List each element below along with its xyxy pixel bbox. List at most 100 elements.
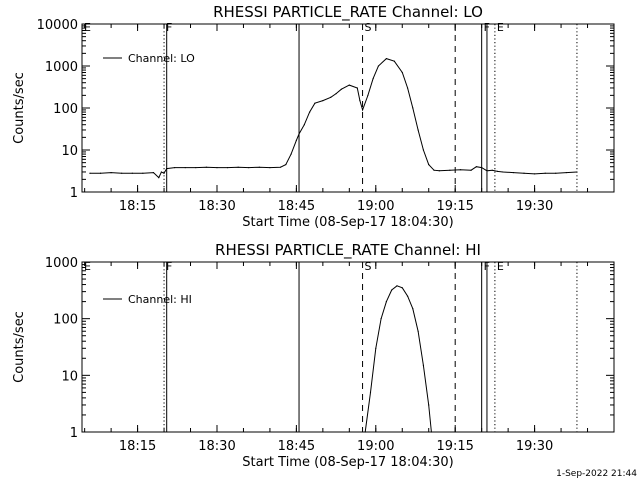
data-point-lo-0-12 [184, 167, 186, 169]
panel-lo: RHESSI PARTICLE_RATE Channel: LO Start T… [12, 3, 615, 230]
event-markers-hi: EFSFE [81, 260, 578, 432]
y-tick-label-hi-1: 10 [61, 369, 78, 384]
data-point-lo-0-30 [330, 96, 332, 98]
data-point-hi-0-11 [422, 364, 425, 366]
x-tick-label-lo-3: 19:00 [357, 199, 394, 214]
event-marker-label-hi-4: S [365, 260, 372, 273]
data-point-lo-0-36 [361, 109, 364, 111]
data-point-lo-0-25 [298, 133, 300, 135]
event-marker-label-hi-8: E [497, 260, 504, 273]
data-point-lo-0-57 [496, 170, 499, 172]
chart-title-hi: RHESSI PARTICLE_RATE Channel: HI [215, 241, 481, 260]
x-tick-label-hi-2: 18:45 [278, 439, 315, 454]
data-point-hi-0-5 [391, 289, 393, 291]
x-tick-label-hi-4: 19:15 [436, 439, 473, 454]
y-tick-label-lo-1: 10 [61, 144, 78, 159]
data-point-lo-0-50 [449, 169, 451, 171]
data-point-lo-0-46 [422, 149, 425, 151]
data-point-lo-0-54 [481, 167, 483, 169]
data-point-lo-0-62 [544, 172, 546, 174]
x-tick-label-lo-1: 18:30 [198, 199, 235, 214]
x-tick-label-lo-2: 18:45 [278, 199, 315, 214]
data-point-lo-0-44 [412, 107, 414, 109]
y-axis-label-lo: Counts/sec [12, 72, 27, 144]
chart-title-lo: RHESSI PARTICLE_RATE Channel: LO [213, 3, 483, 22]
data-point-hi-0-7 [401, 287, 403, 289]
data-point-lo-0-6 [152, 171, 155, 174]
data-point-lo-0-31 [335, 93, 337, 95]
plot-frame-lo [81, 23, 615, 193]
data-point-lo-0-45 [417, 129, 419, 131]
data-point-lo-0-33 [348, 84, 350, 86]
data-point-lo-0-32 [340, 88, 342, 90]
data-point-hi-0-2 [375, 347, 377, 349]
event-marker-label-hi-1: F [166, 260, 172, 273]
y-tick-label-hi-0: 1 [70, 426, 78, 441]
data-point-lo-0-14 [205, 166, 207, 168]
data-point-lo-0-49 [438, 170, 440, 172]
data-point-lo-0-61 [533, 173, 536, 175]
x-axis-label-lo: Start Time (08-Sep-17 18:04:30) [242, 215, 453, 230]
footer-timestamp: 1-Sep-2022 21:44 [556, 469, 637, 479]
data-point-lo-0-55 [486, 170, 488, 172]
data-point-lo-0-53 [475, 166, 477, 168]
x-axis-label-hi: Start Time (08-Sep-17 18:04:30) [242, 455, 453, 470]
data-point-lo-0-59 [512, 171, 515, 174]
x-tick-label-hi-1: 18:30 [198, 439, 235, 454]
data-point-lo-0-29 [322, 100, 324, 102]
x-tick-label-lo-5: 19:30 [516, 199, 553, 214]
data-point-lo-0-63 [555, 172, 557, 174]
data-point-lo-0-18 [248, 167, 250, 169]
data-point-lo-0-5 [142, 172, 144, 174]
data-point-lo-0-41 [393, 60, 395, 62]
plot-frame-hi [81, 261, 615, 433]
y-tick-label-hi-3: 1000 [45, 256, 78, 271]
data-point-lo-0-4 [131, 172, 133, 174]
series-line-lo-0 [89, 58, 577, 179]
data-point-hi-0-8 [406, 295, 409, 297]
data-point-lo-0-26 [303, 124, 305, 126]
event-marker-label-lo-8: E [497, 21, 504, 34]
data-point-lo-0-19 [258, 166, 260, 168]
data-point-lo-0-7 [158, 177, 160, 179]
data-point-lo-0-1 [99, 172, 102, 174]
data-point-lo-0-8 [160, 171, 163, 173]
data-point-lo-0-2 [110, 171, 112, 174]
data-point-lo-0-65 [576, 171, 578, 173]
axis-ticks-lo: 18:15 18:30 18:45 19:00 19:15 19:30 1 10 100 1000… [37, 18, 615, 214]
data-point-lo-0-15 [216, 167, 218, 169]
data-point-lo-0-24 [295, 139, 297, 141]
data-point-lo-0-20 [269, 167, 271, 169]
axis-ticks-hi: 18:15 18:30 18:45 19:00 19:15 19:30 1 10 100 1000 [45, 256, 615, 454]
event-marker-label-lo-4: S [365, 21, 372, 34]
x-tick-label-hi-3: 19:00 [357, 439, 394, 454]
event-marker-label-hi-0: E [84, 260, 91, 273]
y-tick-label-lo-3: 1000 [45, 60, 78, 75]
data-point-lo-0-13 [195, 167, 197, 169]
series-line-hi-0 [364, 285, 432, 433]
data-point-hi-0-9 [412, 308, 414, 310]
x-tick-label-hi-5: 19:30 [516, 439, 553, 454]
y-tick-label-lo-4: 10000 [37, 18, 78, 33]
panel-hi: RHESSI PARTICLE_RATE Channel: HI Start T… [12, 241, 615, 470]
data-point-lo-0-47 [428, 163, 430, 166]
data-point-hi-0-12 [428, 404, 430, 406]
data-point-lo-0-51 [459, 169, 462, 171]
data-point-hi-0-3 [380, 318, 382, 320]
x-tick-label-lo-4: 19:15 [436, 199, 473, 214]
data-point-hi-0-13 [430, 431, 432, 433]
series-lo [89, 58, 578, 179]
data-point-lo-0-27 [309, 111, 311, 113]
data-point-lo-0-52 [470, 169, 472, 171]
data-point-lo-0-11 [174, 167, 176, 169]
series-hi [364, 285, 432, 433]
event-markers-lo: EFSFE [81, 21, 578, 192]
x-tick-label-lo-0: 18:15 [119, 199, 156, 214]
legend-label-hi: Channel: HI [128, 293, 192, 306]
data-point-hi-0-1 [369, 391, 372, 393]
data-point-lo-0-39 [377, 65, 380, 67]
y-tick-label-lo-0: 1 [70, 186, 78, 201]
data-point-lo-0-64 [565, 171, 567, 174]
y-tick-label-hi-2: 100 [53, 313, 78, 328]
data-point-lo-0-22 [285, 163, 287, 166]
